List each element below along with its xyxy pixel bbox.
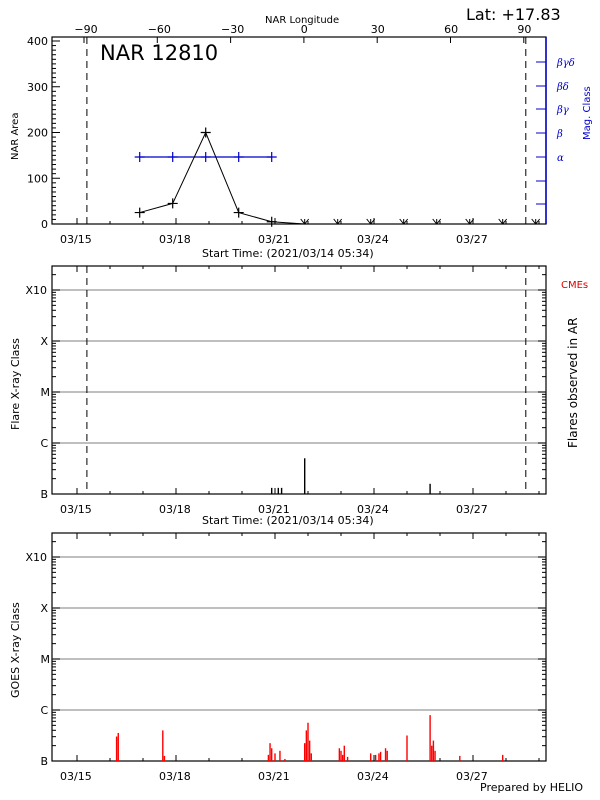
- mag-class-label: βγδ: [556, 58, 575, 69]
- y-tick-label: 0: [41, 218, 48, 231]
- nar-area-zero-marker: [366, 218, 376, 225]
- class-tick-label: C: [41, 437, 49, 450]
- y-tick-label: 100: [27, 172, 48, 185]
- flare-class-ylabel: Flare X-ray Class: [9, 338, 22, 430]
- class-tick-label: M: [41, 653, 51, 666]
- nar-area-zero-marker: [300, 218, 310, 225]
- class-tick-label: B: [41, 488, 49, 501]
- nar-area-zero-marker: [465, 218, 475, 225]
- mag-class-label: β: [556, 129, 563, 140]
- mag-class-marker: [266, 152, 277, 162]
- nar-area-marker: [233, 207, 244, 218]
- x-tick-label: 03/27: [456, 770, 488, 783]
- nar-area-zero-marker: [333, 218, 343, 225]
- mag-class-label: βγ: [556, 105, 569, 116]
- x-tick-label: 03/21: [258, 233, 290, 246]
- cmes-legend: CMEs: [561, 280, 588, 291]
- flare-class-panel: Flare X-ray Class Flares observed in AR …: [9, 265, 588, 527]
- class-tick-label: X: [41, 602, 49, 615]
- x-tick-label: 03/24: [357, 233, 389, 246]
- x-tick-label: 03/27: [456, 233, 488, 246]
- nar-area-marker: [167, 198, 178, 209]
- class-tick-label: C: [41, 704, 49, 717]
- nar-area-marker: [134, 207, 145, 218]
- credit-footer: Prepared by HELIO: [480, 781, 583, 794]
- x-tick-label: 03/15: [60, 233, 92, 246]
- nar-area-marker: [200, 127, 211, 138]
- nar-area-zero-marker: [432, 218, 442, 225]
- longitude-tick-label: 60: [444, 23, 458, 36]
- lat-label: Lat: +17.83: [466, 5, 561, 24]
- class-tick-label: X: [41, 335, 49, 348]
- class-tick-label: X10: [26, 284, 48, 297]
- goes-class-panel: GOES X-ray Class B C M X X10 03/15 03/18 03/21 0…: [9, 532, 547, 783]
- mag-class-marker: [200, 152, 211, 162]
- longitude-tick-label: −90: [74, 23, 97, 36]
- mag-class-label: α: [557, 153, 564, 164]
- class-tick-label: B: [41, 755, 49, 768]
- class-tick-label: M: [41, 386, 51, 399]
- nar-area-zero-marker: [498, 218, 508, 225]
- p1-xlabel: Start Time: (2021/03/14 05:34): [202, 247, 374, 260]
- top-axis-title: NAR Longitude: [265, 15, 339, 26]
- longitude-tick-label: 0: [301, 23, 308, 36]
- x-tick-label: 03/18: [159, 503, 191, 516]
- flares-observed-ylabel: Flares observed in AR: [566, 318, 580, 448]
- class-tick-label: X10: [26, 551, 48, 564]
- nar-area-line: [139, 131, 536, 225]
- x-tick-label: 03/18: [159, 233, 191, 246]
- x-tick-label: 03/21: [258, 503, 290, 516]
- y-tick-label: 200: [27, 127, 48, 140]
- y-tick-label: 400: [27, 35, 48, 48]
- x-tick-label: 03/24: [357, 770, 389, 783]
- x-tick-label: 03/24: [357, 503, 389, 516]
- x-tick-label: 03/15: [60, 503, 92, 516]
- mag-class-marker: [134, 152, 145, 162]
- x-tick-label: 03/27: [456, 503, 488, 516]
- mag-class-label: βδ: [556, 82, 569, 93]
- longitude-tick-label: 30: [371, 23, 385, 36]
- nar-area-zero-marker: [399, 218, 409, 225]
- longitude-tick-label: −30: [221, 23, 244, 36]
- region-title: NAR 12810: [100, 41, 218, 65]
- nar-area-panel: NAR 12810 NAR Area Mag. Class Start Time…: [10, 23, 593, 260]
- p2-xlabel: Start Time: (2021/03/14 05:34): [202, 514, 374, 527]
- nar-area-marker: [266, 216, 277, 227]
- x-tick-label: 03/21: [258, 770, 290, 783]
- nar-area-zero-marker: [531, 218, 541, 225]
- mag-class-marker: [233, 152, 244, 162]
- goes-class-ylabel: GOES X-ray Class: [9, 602, 22, 698]
- x-tick-label: 03/15: [60, 770, 92, 783]
- mag-class-ylabel: Mag. Class: [582, 86, 593, 140]
- longitude-tick-label: −60: [148, 23, 171, 36]
- nar-area-ylabel: NAR Area: [10, 113, 21, 160]
- y-tick-label: 300: [27, 81, 48, 94]
- longitude-tick-label: 90: [517, 23, 531, 36]
- x-tick-label: 03/18: [159, 770, 191, 783]
- mag-class-marker: [167, 152, 178, 162]
